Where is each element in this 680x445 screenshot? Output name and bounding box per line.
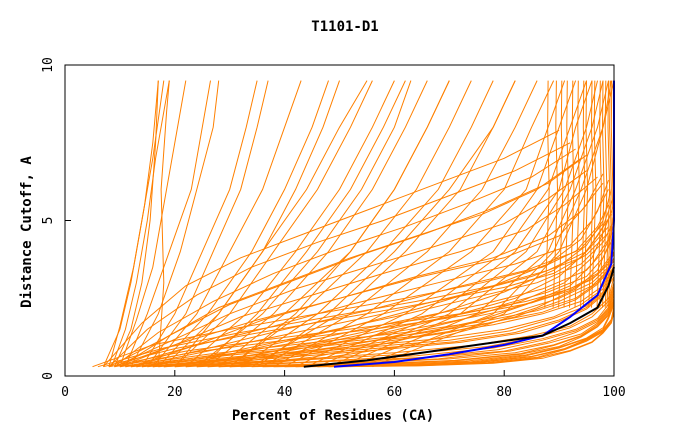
bundle-vertical-line-7 (582, 80, 589, 308)
bundle-line-steep-16 (207, 80, 428, 368)
bundle-vertical-line-5 (574, 80, 580, 308)
bundle-vertical-line-2 (558, 80, 564, 308)
bundle-series-group (92, 80, 615, 368)
bundle-vertical-line-9 (591, 80, 597, 308)
bundle-line-steep-14 (185, 80, 395, 368)
bundle-line-steep-0 (157, 80, 170, 367)
bundle-line-flat-26 (103, 232, 609, 368)
bundle-line-flat-25 (97, 226, 609, 368)
bundle-line-steep-10 (152, 80, 302, 368)
bundle-line-medium-16 (119, 154, 587, 368)
bundle-vertical-line-10 (596, 80, 602, 308)
bundle-vertical-line-1 (552, 80, 559, 308)
y-tick-label: 0 (41, 372, 56, 380)
bundle-line-steep-7 (130, 80, 220, 367)
bundle-line-flat-23 (108, 251, 615, 368)
x-tick-label: 20 (167, 385, 183, 400)
bundle-line-steep-22 (273, 80, 555, 368)
x-tick-label: 60 (387, 385, 403, 400)
bundle-line-flat-20 (317, 308, 615, 368)
bundle-line-flat-8 (262, 301, 615, 368)
bundle-line-medium-7 (152, 245, 615, 368)
axes-group: 0 20 40 60 80 100 0 5 10 (41, 57, 626, 400)
chart-title: T1101-D1 (311, 19, 378, 35)
bundle-line-steep-4 (102, 80, 165, 367)
bundle-vertical-line-6 (580, 80, 586, 308)
highlight-series-1 (303, 266, 615, 368)
bundle-line-flat-13 (130, 266, 615, 368)
bundle-line-steep-13 (174, 80, 373, 368)
bundle-line-flat-9 (273, 302, 615, 368)
x-tick-label: 0 (61, 385, 69, 400)
bundle-line-medium-10 (108, 157, 582, 368)
bundle-vertical-line-15 (608, 80, 614, 308)
bundle-vertical-line-12 (602, 80, 608, 308)
bundle-vertical-line-8 (588, 80, 594, 308)
bundle-line-steep-18 (229, 80, 472, 368)
bundle-line-medium-22 (218, 214, 615, 368)
bundle-line-medium-20 (196, 195, 615, 368)
x-tick-label: 80 (496, 385, 512, 400)
bundle-line-steep-8 (141, 80, 258, 367)
bundle-line-steep-27 (328, 80, 598, 368)
highlight-series-0 (333, 80, 615, 368)
main-series-group (303, 80, 615, 368)
bundle-line-medium-15 (114, 148, 576, 368)
bundle-line-flat-22 (339, 312, 615, 368)
bundle-line-steep-5 (119, 80, 187, 367)
bundle-line-flat-3 (207, 288, 615, 368)
bundle-line-steep-21 (262, 80, 538, 368)
bundle-vertical-line-3 (563, 80, 569, 308)
bundle-line-steep-19 (240, 80, 494, 368)
bundle-line-flat-17 (119, 260, 615, 368)
bundle-vertical-line-0 (544, 80, 550, 308)
bundle-line-flat-24 (114, 254, 615, 368)
y-tick-label: 10 (41, 57, 56, 73)
bundle-vertical-line-11 (599, 80, 605, 308)
bundle-line-steep-6 (124, 80, 211, 367)
y-axis-label: Distance Cutoff, A (19, 156, 35, 308)
bundle-line-flat-5 (229, 294, 615, 368)
bundle-vertical-line-13 (604, 80, 611, 308)
bundle-line-medium-19 (185, 189, 612, 368)
bundle-line-medium-17 (103, 129, 560, 368)
x-axis-label: Percent of Residues (CA) (232, 408, 434, 424)
bundle-line-flat-19 (136, 265, 615, 368)
x-tick-label: 40 (277, 385, 293, 400)
bundle-line-flat-2 (196, 285, 615, 368)
y-tick-label: 5 (41, 217, 56, 225)
bundle-line-flat-18 (125, 263, 615, 368)
x-tick-label: 100 (602, 385, 625, 400)
bundle-line-medium-0 (114, 173, 604, 368)
bundle-line-medium-14 (108, 142, 571, 368)
bundle-line-steep-9 (146, 80, 269, 367)
bundle-line-steep-11 (157, 80, 329, 368)
bundle-line-medium-11 (114, 170, 587, 368)
bundle-line-flat-27 (92, 223, 604, 368)
bundle-line-steep-3 (111, 80, 170, 367)
bundle-vertical-line-4 (569, 80, 575, 308)
